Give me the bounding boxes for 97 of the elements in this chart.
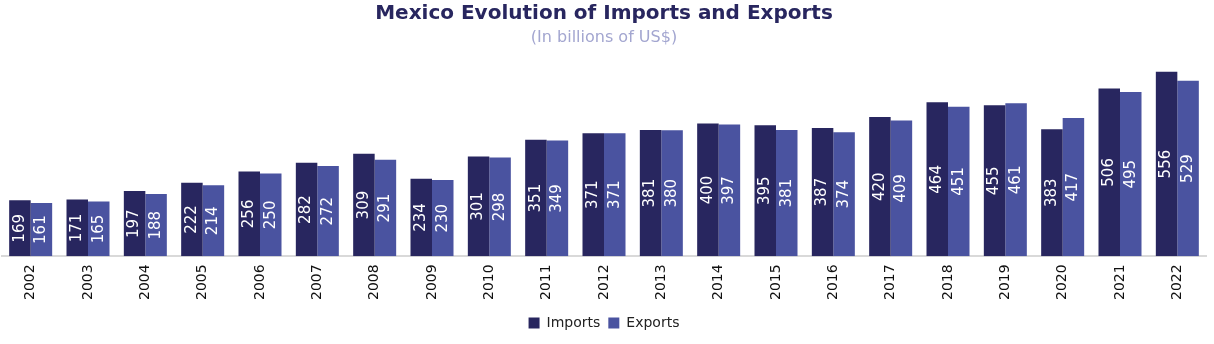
data-label: 272: [317, 196, 336, 226]
bar: [754, 125, 776, 257]
x-tick-label: 2013: [651, 264, 668, 301]
bar: [661, 130, 683, 257]
data-label: 495: [1120, 159, 1139, 189]
bar: [467, 156, 490, 257]
bar: [1120, 92, 1142, 257]
data-label: 282: [296, 195, 315, 224]
data-label: 381: [640, 178, 659, 208]
x-tick-label: 2016: [823, 264, 840, 301]
bar: [926, 102, 948, 257]
bar: [1041, 129, 1063, 257]
data-label: 197: [124, 209, 143, 238]
x-tick-label: 2014: [709, 264, 726, 301]
x-tick-label: 2002: [21, 264, 38, 301]
data-label: 349: [547, 184, 566, 213]
bar: [718, 124, 741, 257]
chart-subtitle: (In billions of US$): [530, 26, 678, 46]
x-tick-label: 2019: [995, 264, 1012, 301]
legend-label: Imports: [546, 313, 601, 330]
data-label: 387: [812, 177, 831, 207]
data-label: 417: [1063, 172, 1082, 202]
bar: [869, 116, 891, 257]
data-label: 171: [67, 213, 86, 243]
bar: [1098, 88, 1120, 257]
data-label: 230: [432, 203, 451, 233]
bar: [890, 120, 913, 257]
data-label: 291: [375, 193, 394, 223]
data-label: 374: [833, 179, 852, 209]
x-tick-label: 2017: [881, 264, 898, 301]
data-label: 169: [9, 214, 28, 243]
data-label: 250: [260, 200, 279, 230]
data-label: 309: [353, 190, 372, 220]
bar: [948, 106, 970, 257]
x-tick-label: 2010: [479, 264, 496, 301]
x-tick-label: 2020: [1053, 264, 1070, 301]
bar: [604, 133, 626, 257]
data-label: 301: [468, 192, 487, 221]
data-label: 371: [583, 180, 602, 210]
bar: [983, 105, 1006, 257]
bar: [317, 166, 339, 257]
data-label: 395: [755, 176, 774, 206]
data-label: 461: [1005, 165, 1024, 195]
bar: [639, 129, 662, 257]
data-label: 165: [88, 214, 107, 244]
x-tick-label: 2004: [135, 264, 152, 301]
data-label: 556: [1156, 149, 1175, 179]
data-label: 409: [891, 174, 910, 203]
data-label: 464: [927, 165, 946, 194]
bar: [776, 129, 798, 257]
data-label: 400: [697, 175, 716, 205]
data-label: 506: [1099, 158, 1118, 187]
x-tick-label: 2009: [422, 264, 439, 301]
data-label: 420: [869, 172, 888, 201]
data-label: 455: [984, 166, 1003, 196]
data-label: 451: [948, 167, 967, 196]
bar: [181, 182, 203, 257]
x-tick-label: 2022: [1167, 264, 1184, 301]
bar: [697, 123, 719, 257]
bar: [525, 139, 547, 257]
x-tick-label: 2012: [594, 264, 611, 301]
data-label: 397: [719, 176, 738, 205]
data-label: 256: [239, 199, 258, 229]
bar: [260, 173, 282, 257]
x-tick-label: 2018: [938, 264, 955, 301]
data-label: 529: [1177, 154, 1196, 183]
bar: [1005, 103, 1027, 257]
x-tick-label: 2006: [250, 264, 267, 301]
data-label: 371: [604, 180, 623, 210]
data-label: 380: [661, 178, 680, 208]
data-label: 383: [1041, 178, 1060, 208]
x-tick-label: 2003: [78, 264, 95, 301]
data-label: 214: [203, 206, 222, 236]
x-tick-label: 2007: [307, 264, 324, 301]
x-tick-label: 2015: [766, 264, 783, 301]
data-label: 298: [489, 192, 508, 222]
data-label: 381: [776, 178, 795, 208]
bar: [1177, 80, 1199, 257]
data-label: 161: [31, 215, 50, 244]
bar: [1062, 117, 1085, 257]
x-tick-label: 2008: [365, 264, 382, 301]
bar: [1155, 71, 1178, 257]
bar: [353, 153, 375, 257]
x-tick-label: 2011: [537, 264, 554, 301]
bar: [432, 180, 454, 257]
chart-title: Mexico Evolution of Imports and Exports: [375, 0, 833, 25]
bar: [833, 132, 855, 257]
x-tick-label: 2005: [193, 264, 210, 301]
x-tick-label: 2021: [1110, 264, 1127, 301]
data-label: 188: [145, 210, 164, 240]
legend-label: Exports: [626, 313, 680, 330]
data-label: 234: [411, 203, 430, 232]
data-label: 222: [181, 205, 200, 234]
bar: [489, 157, 511, 257]
bar: [811, 127, 834, 257]
data-label: 351: [525, 183, 544, 213]
bar: [582, 133, 604, 257]
